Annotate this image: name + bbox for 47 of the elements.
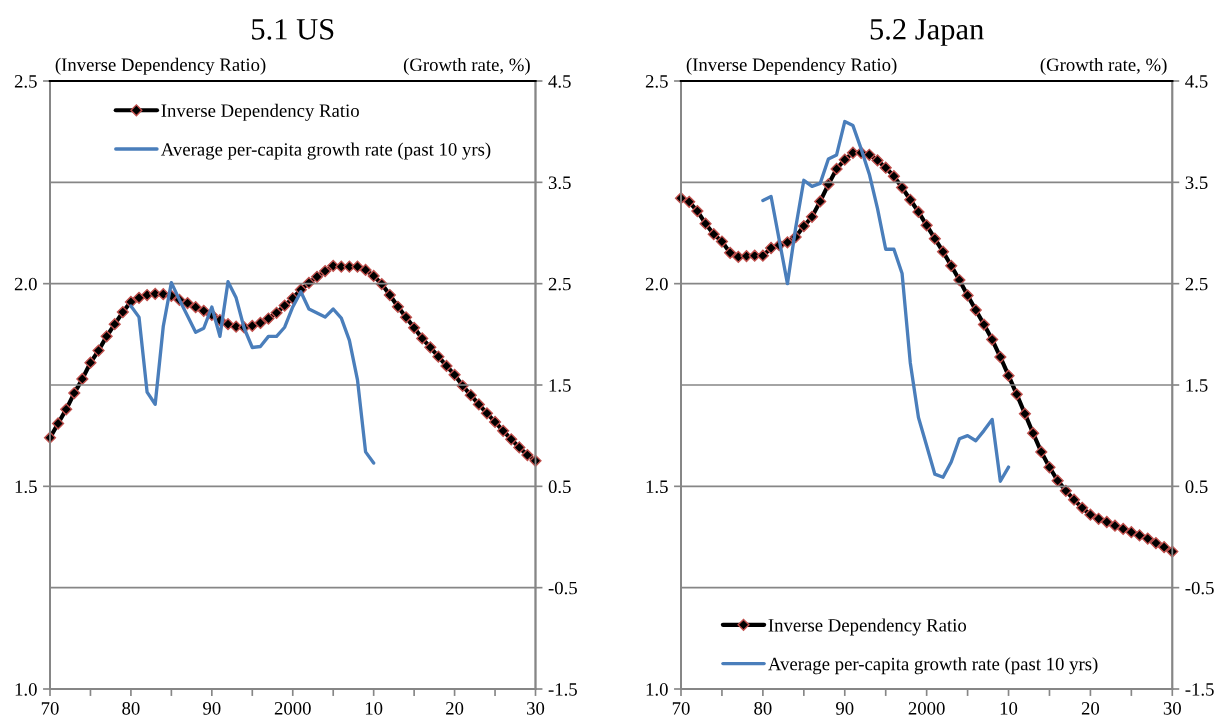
y2-tick-label: 0.5: [548, 480, 571, 494]
x-tick-label: 80: [122, 702, 140, 715]
chart-title: 5.2 Japan: [870, 19, 984, 46]
x-tick-label: 80: [754, 702, 772, 715]
y2-tick-label: 3.5: [548, 176, 571, 190]
x-tick-label: 20: [1081, 702, 1100, 715]
y2-tick-label: 4.5: [548, 75, 571, 88]
y2-tick-label: 1.5: [1186, 379, 1208, 392]
y2-tick-label: -0.5: [548, 581, 577, 595]
y-axis-title: (Inverse Dependency Ratio): [686, 57, 897, 75]
y-tick-label: 1.5: [646, 480, 668, 494]
y-axis-title: (Inverse Dependency Ratio): [55, 57, 266, 75]
chart-title: 5.1 US: [252, 19, 334, 40]
x-tick-label: 30: [1163, 702, 1181, 715]
y-tick-label: 2.0: [14, 277, 37, 291]
legend-label: Inverse Dependency Ratio: [161, 103, 359, 121]
x-tick-label: 2000: [908, 702, 945, 715]
y-tick-label: 2.5: [14, 75, 37, 88]
y2-axis-title: (Growth rate, %): [403, 57, 530, 75]
y2-tick-label: -1.5: [548, 683, 577, 696]
x-tick-label: 70: [41, 702, 59, 715]
y-tick-label: 2.5: [645, 75, 668, 88]
x-tick-label: 90: [836, 702, 854, 715]
legend-label: Average per-capita growth rate (past 10 yrs): [768, 657, 1098, 675]
y2-tick-label: 0.5: [1185, 480, 1208, 494]
y2-tick-label: 1.5: [549, 379, 571, 392]
x-tick-label: 20: [446, 702, 464, 715]
y2-tick-label: 3.5: [1185, 176, 1208, 190]
x-tick-label: 10: [365, 702, 383, 715]
y2-tick-label: 2.5: [1185, 277, 1208, 291]
x-tick-label: 30: [527, 702, 545, 715]
y2-tick-label: -0.5: [1185, 581, 1214, 595]
line-series: [761, 119, 1011, 483]
x-tick-label: 90: [203, 702, 221, 715]
legend-label: Average per-capita growth rate (past 10 yrs): [160, 142, 491, 160]
y-tick-label: 1.0: [15, 683, 37, 696]
x-tick-label: 70: [672, 702, 690, 715]
y-tick-label: 1.0: [646, 683, 668, 696]
legend-label: Inverse Dependency Ratio: [768, 618, 967, 636]
y2-tick-label: 4.5: [1185, 75, 1208, 88]
x-tick-label: 2000: [274, 702, 311, 715]
y-tick-label: 2.0: [645, 277, 668, 291]
y2-axis-title: (Growth rate, %): [1040, 57, 1167, 75]
y-tick-label: 1.5: [15, 480, 37, 494]
x-tick-label: 10: [1000, 702, 1018, 715]
y2-tick-label: 2.5: [548, 277, 571, 291]
y2-tick-label: -1.5: [1185, 683, 1214, 696]
